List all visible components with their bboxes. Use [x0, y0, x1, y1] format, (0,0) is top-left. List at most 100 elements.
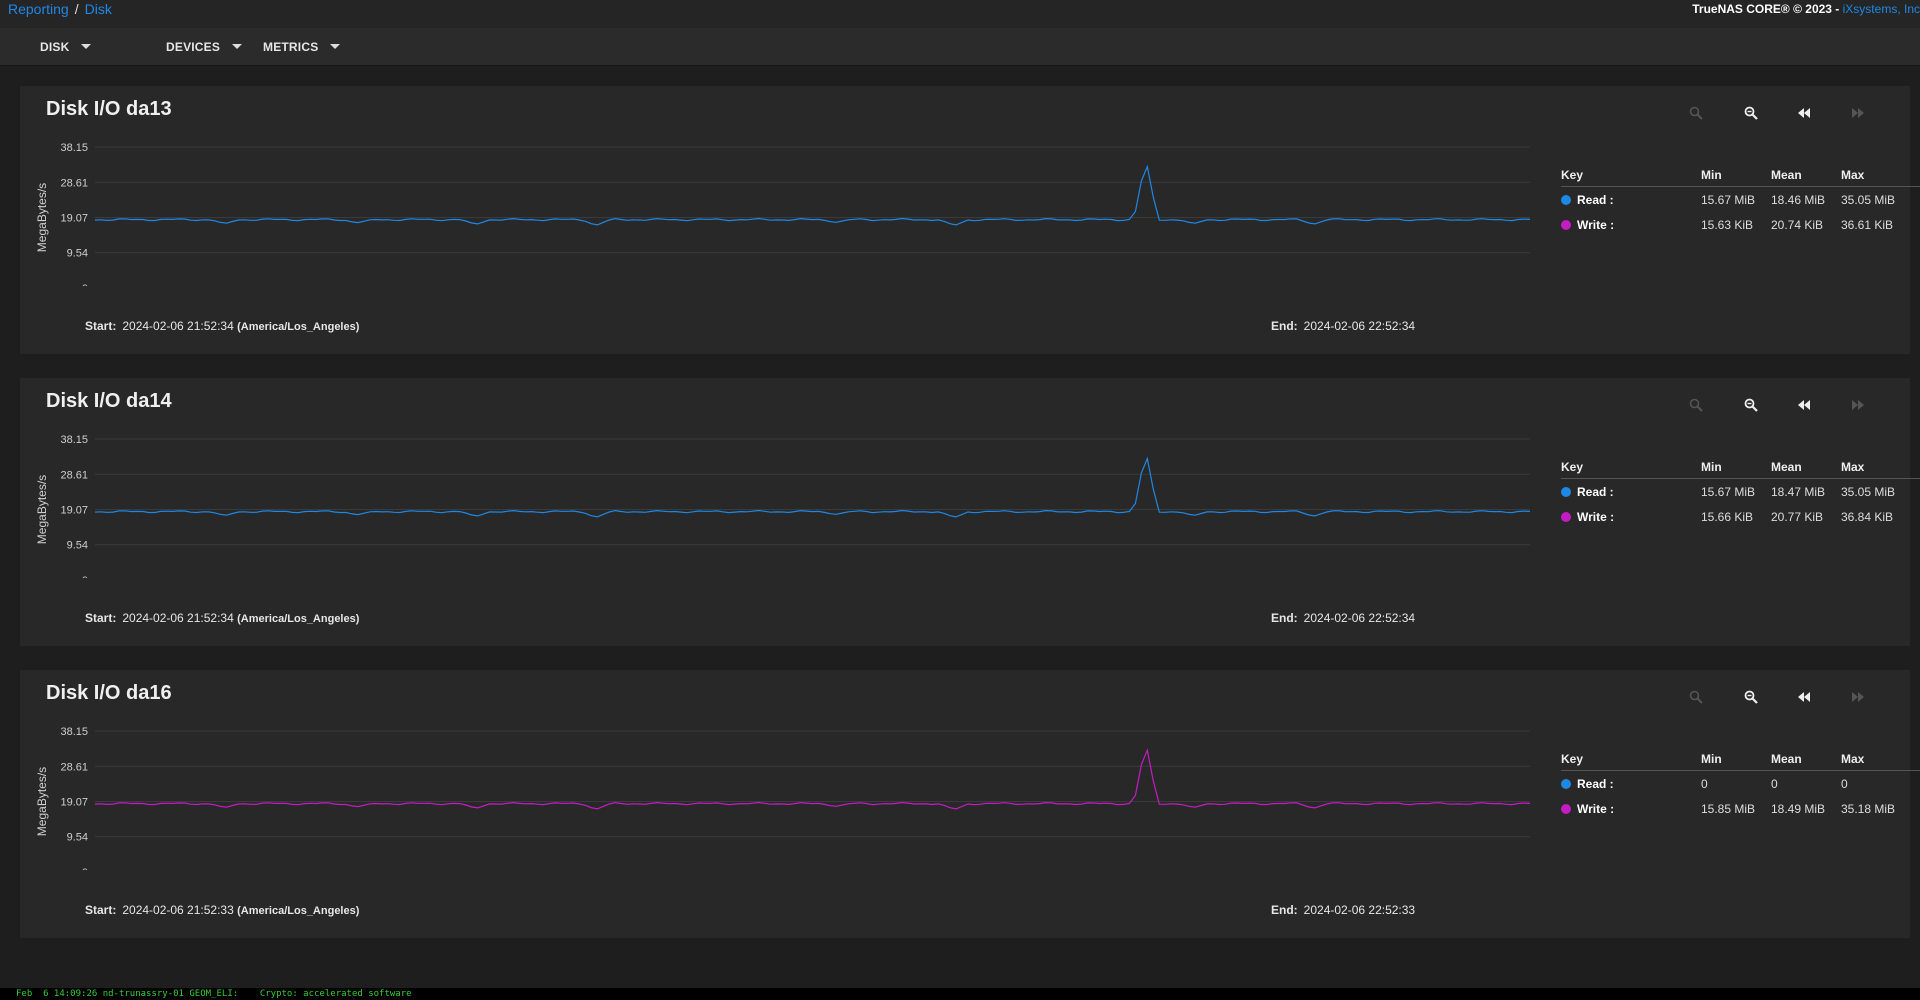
y-tick-label: 28.61: [60, 177, 88, 189]
write-color-dot: [1561, 803, 1571, 814]
legend-header: Key Min Mean Max: [1561, 752, 1920, 771]
zoom-out-button[interactable]: [1738, 392, 1764, 418]
legend-min-header: Min: [1701, 168, 1722, 182]
y-axis-label: MegaBytes/s: [35, 475, 49, 544]
breadcrumb-disk[interactable]: Disk: [84, 1, 112, 17]
step-forward-button[interactable]: [1845, 100, 1871, 126]
legend-mean-header: Mean: [1771, 168, 1802, 182]
breadcrumb-separator: /: [74, 1, 79, 17]
legend-row-read[interactable]: Read : 0 0 0: [1561, 771, 1920, 796]
read-color-dot: [1561, 778, 1571, 789]
copyright-label: TrueNAS CORE® © 2023 -: [1692, 2, 1843, 16]
y-axis-label: MegaBytes/s: [35, 767, 49, 836]
step-forward-button[interactable]: [1845, 392, 1871, 418]
end-label: End:: [1271, 319, 1298, 333]
legend-max-header: Max: [1841, 460, 1865, 474]
step-back-button[interactable]: [1791, 684, 1817, 710]
step-forward-button[interactable]: [1845, 684, 1871, 710]
chevron-down-icon: [232, 44, 243, 49]
zoom-out-icon: [1744, 398, 1758, 412]
legend-key-header: Key: [1561, 752, 1584, 766]
y-tick-label: 9.54: [67, 832, 88, 844]
disk-io-card: Disk I/O da16 0 9.54 19.07 28.61 38.15 MegaBy…: [20, 670, 1920, 938]
start-label: Start:: [85, 611, 117, 625]
legend-series-name: Read :: [1577, 776, 1614, 791]
copyright-text: TrueNAS CORE® © 2023 - iXsystems, Inc: [1692, 0, 1920, 18]
start-range: Start: 2024-02-06 21:52:34 (America/Los_A…: [85, 319, 359, 333]
legend-min: 15.67 MiB: [1701, 484, 1756, 499]
breadcrumb-reporting[interactable]: Reporting: [8, 1, 69, 17]
y-tick-label: 19.07: [60, 505, 88, 517]
legend-row-read[interactable]: Read : 15.67 MiB 18.47 MiB 35.05 MiB: [1561, 479, 1920, 504]
disk-io-card: Disk I/O da13 0 9.54 19.07 28.61 38.15 MegaBy…: [20, 86, 1920, 354]
disk-io-chart: 09.5419.0728.6138.15MegaBytes/s21:5522:0…: [35, 142, 1531, 286]
end-range: End: 2024-02-06 22:52:33: [1271, 903, 1415, 917]
y-tick-label: 38.15: [60, 434, 88, 446]
metrics-dropdown[interactable]: METRICS: [263, 28, 341, 65]
legend-max: 35.05 MiB: [1841, 484, 1896, 499]
y-tick-label: 19.07: [60, 797, 88, 809]
read-color-dot: [1561, 486, 1571, 497]
legend-min: 15.85 MiB: [1701, 801, 1756, 816]
step-back-button[interactable]: [1791, 100, 1817, 126]
legend-mean: 20.74 KiB: [1771, 217, 1824, 232]
legend-header: Key Min Mean Max: [1561, 460, 1920, 479]
zoom-in-icon: [1689, 690, 1703, 704]
legend-row-read[interactable]: Read : 15.67 MiB 18.46 MiB 35.05 MiB: [1561, 187, 1920, 212]
y-tick-label: 0: [82, 283, 88, 286]
legend-max-header: Max: [1841, 168, 1865, 182]
y-tick-label: 9.54: [67, 248, 88, 260]
legend-max: 36.84 KiB: [1841, 509, 1894, 524]
chevron-down-icon: [330, 44, 341, 49]
legend-mean: 20.77 KiB: [1771, 509, 1824, 524]
legend-max: 35.18 MiB: [1841, 801, 1896, 816]
end-time: 2024-02-06 22:52:34: [1303, 319, 1416, 333]
disk-io-chart: 09.5419.0728.6138.15MegaBytes/s21:5522:0…: [35, 434, 1531, 578]
zoom-out-icon: [1744, 106, 1758, 120]
y-tick-label: 38.15: [60, 726, 88, 738]
legend-row-write[interactable]: Write : 15.66 KiB 20.77 KiB 36.84 KiB: [1561, 504, 1920, 529]
card-title: Disk I/O da13: [46, 98, 172, 120]
legend-min: 15.63 KiB: [1701, 217, 1754, 232]
legend-row-write[interactable]: Write : 15.85 MiB 18.49 MiB 35.18 MiB: [1561, 796, 1920, 821]
legend-mean: 18.49 MiB: [1771, 801, 1826, 816]
legend-row-write[interactable]: Write : 15.63 KiB 20.74 KiB 36.61 KiB: [1561, 212, 1920, 237]
zoom-out-button[interactable]: [1738, 684, 1764, 710]
y-tick-label: 28.61: [60, 469, 88, 481]
legend-series-name: Read :: [1577, 192, 1614, 207]
zoom-in-button[interactable]: [1683, 392, 1709, 418]
end-label: End:: [1271, 611, 1298, 625]
rewind-icon: [1798, 692, 1810, 702]
y-axis-label: MegaBytes/s: [35, 183, 49, 252]
y-tick-label: 38.15: [60, 142, 88, 154]
ixsystems-link[interactable]: iXsystems, Inc: [1842, 2, 1920, 16]
series-line-read: [94, 164, 1531, 226]
legend-series-name: Write :: [1577, 801, 1615, 816]
zoom-in-button[interactable]: [1683, 100, 1709, 126]
series-line-read: [94, 456, 1531, 518]
end-time: 2024-02-06 22:52:34: [1303, 611, 1416, 625]
devices-dropdown[interactable]: DEVICES: [166, 28, 243, 65]
y-tick-label: 0: [82, 575, 88, 578]
legend-mean-header: Mean: [1771, 752, 1802, 766]
end-range: End: 2024-02-06 22:52:34: [1271, 611, 1415, 625]
legend-series-name: Write :: [1577, 509, 1615, 524]
fast-forward-icon: [1852, 692, 1864, 702]
legend-mean: 18.46 MiB: [1771, 192, 1826, 207]
start-label: Start:: [85, 903, 117, 917]
chart-legend: Key Min Mean Max Read : 0 0 0 Write : 15…: [1561, 752, 1920, 821]
zoom-out-icon: [1744, 690, 1758, 704]
disk-dropdown[interactable]: DISK: [40, 28, 92, 65]
chart-legend: Key Min Mean Max Read : 15.67 MiB 18.47 …: [1561, 460, 1920, 529]
console-message-bar: Feb 6 14:09:26 nd-trunassry-01 GEOM_ELI:…: [0, 988, 1920, 1000]
zoom-in-button[interactable]: [1683, 684, 1709, 710]
fast-forward-icon: [1852, 400, 1864, 410]
step-back-button[interactable]: [1791, 392, 1817, 418]
zoom-out-button[interactable]: [1738, 100, 1764, 126]
timezone-label: (America/Los_Angeles): [237, 613, 360, 625]
legend-min: 0: [1701, 776, 1708, 791]
rewind-icon: [1798, 400, 1810, 410]
disk-io-chart: 09.5419.0728.6138.15MegaBytes/s21:5522:0…: [35, 726, 1531, 870]
end-time: 2024-02-06 22:52:33: [1303, 903, 1416, 917]
legend-min: 15.67 MiB: [1701, 192, 1756, 207]
